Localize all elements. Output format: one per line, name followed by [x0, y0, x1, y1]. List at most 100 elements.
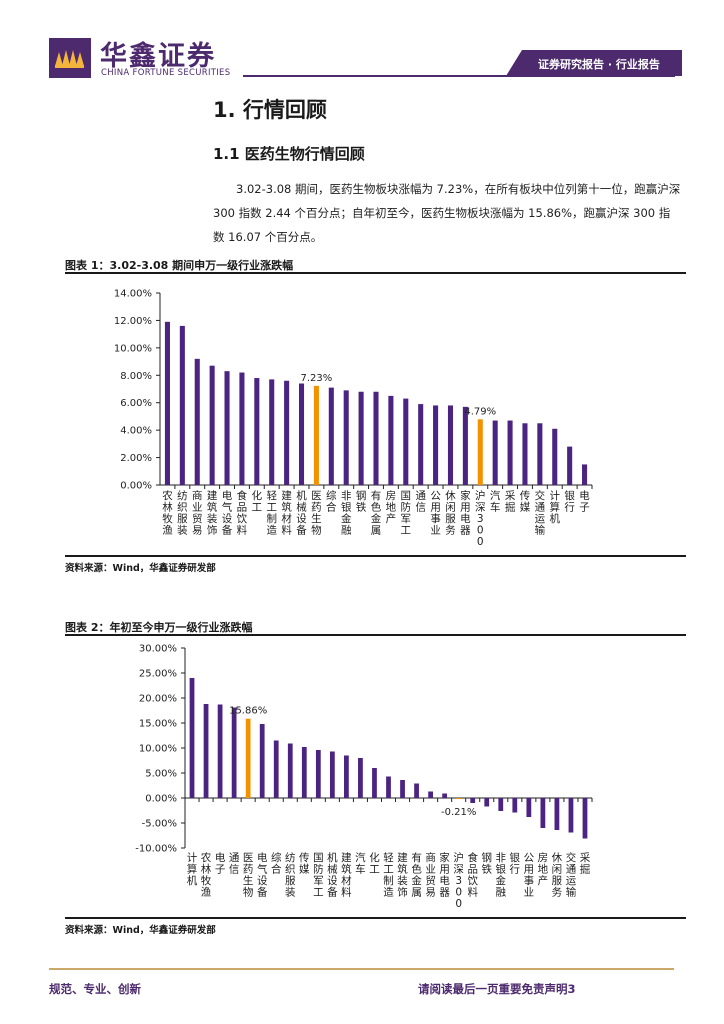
y-tick-label: 15.00% [139, 719, 177, 730]
x-tick-label: 沪深 3 0 0 [453, 851, 464, 910]
bar [507, 420, 513, 485]
x-tick-label: 综合 [271, 851, 282, 876]
bar [239, 372, 245, 485]
x-tick-label: 家用电器 [439, 851, 450, 899]
x-tick-label: 房地产 [538, 851, 549, 887]
x-tick-label: 银行 [510, 851, 521, 876]
y-tick-label: 30.00% [139, 644, 177, 655]
figure2-source: 资料来源：Wind，华鑫证券研发部 [65, 925, 216, 936]
data-label: -0.21% [441, 807, 476, 818]
figure2-top-rule [65, 634, 686, 636]
y-tick-label: 10.00% [114, 343, 152, 354]
y-tick-label: 14.00% [114, 289, 152, 300]
bar [540, 798, 546, 828]
bar [194, 358, 200, 485]
bar [224, 371, 230, 485]
subsection-title: 1.1 医药生物行情回顾 [213, 145, 365, 163]
bar [259, 724, 265, 798]
x-tick-label: 国防军工 [401, 490, 412, 537]
bar [315, 750, 321, 798]
x-tick-label: 建筑装饰 [397, 851, 408, 899]
bar [554, 798, 560, 830]
bar [567, 446, 573, 485]
paragraph-text: 3.02-3.08 期间，医药生物板块涨幅为 7.23%，在所有板块中位列第十一… [213, 182, 681, 244]
footer-disclaimer: 请阅读最后一页重要免责声明3 [418, 982, 576, 996]
bar [164, 321, 170, 485]
x-tick-label: 通信 [415, 490, 426, 514]
bar [433, 405, 439, 485]
bar [386, 776, 391, 798]
report-type-label: 证券研究报告 · 行业报告 [538, 58, 660, 71]
x-tick-label: 国防军工 [313, 852, 324, 899]
x-tick-label: 非银金融 [341, 490, 352, 537]
bar [284, 380, 290, 485]
bar [456, 798, 462, 800]
header-divider [243, 75, 675, 77]
x-tick-label: 医药生物 [243, 852, 254, 899]
x-tick-label: 房地产 [386, 489, 397, 525]
x-tick-label: 汽车 [490, 489, 501, 514]
chart2: -10.00% -5.00% 0.00% 5.00% 10.00% 15.00% 20.00… [135, 644, 593, 910]
data-label: 15.86% [229, 706, 267, 717]
x-tick-label: 综合 [326, 489, 337, 514]
x-tick-label: 采掘 [580, 852, 591, 876]
y-tick-label: 6.00% [120, 398, 152, 409]
bar [329, 751, 335, 798]
bar [512, 798, 518, 813]
x-tick-label: 建筑装饰 [207, 489, 218, 537]
x-tick-label: 建筑材料 [341, 851, 352, 899]
x-tick-label: 公用事业 [430, 490, 441, 537]
bar [358, 758, 363, 798]
bar [484, 798, 490, 807]
bar [582, 464, 588, 485]
x-tick-label: 电子 [215, 851, 226, 876]
x-tick-label: 钢铁 [356, 489, 367, 514]
figure1-title: 图表 1：3.02-3.08 期间申万一级行业涨跌幅 [65, 259, 294, 272]
data-label: 4.79% [464, 406, 496, 417]
y-tick-label: 4.00% [120, 426, 152, 437]
bar [179, 325, 185, 485]
bar [343, 390, 349, 485]
bar [373, 391, 379, 485]
x-tick-label: 商业贸易 [192, 489, 203, 537]
figure1-top-rule [65, 272, 686, 274]
x-tick-label: 商业贸易 [425, 851, 436, 899]
x-tick-label: 机械设备 [296, 489, 307, 537]
x-tick-label: 电气设备 [222, 489, 233, 537]
x-tick-label: 沪深 3 0 0 [475, 489, 486, 548]
x-tick-label: 纺织服装 [177, 489, 188, 537]
y-tick-label: 12.00% [114, 316, 152, 327]
x-tick-label: 化工 [369, 851, 380, 876]
bar [245, 718, 251, 798]
bar [203, 704, 209, 798]
y-tick-label: 8.00% [120, 371, 152, 382]
x-tick-label: 汽车 [355, 851, 366, 876]
x-tick-label: 传媒 [299, 852, 310, 876]
bar [470, 798, 476, 803]
x-tick-label: 食品饮料 [237, 489, 248, 537]
x-tick-label: 农林牧渔 [201, 851, 212, 899]
bar [189, 678, 195, 798]
x-tick-label: 家用电器 [460, 489, 471, 537]
x-tick-label: 休闲服务 [445, 490, 456, 537]
bar [403, 398, 409, 485]
bar [313, 385, 319, 485]
figure2-title: 图表 2：年初至今申万一级行业涨跌幅 [65, 621, 253, 634]
data-label: 7.23% [301, 373, 333, 384]
logo-icon [49, 38, 91, 78]
bar [344, 755, 349, 798]
x-tick-label: 食品饮料 [467, 851, 478, 899]
bar [328, 387, 334, 485]
x-tick-label: 钢铁 [481, 851, 492, 876]
x-tick-label: 交通运输 [566, 851, 577, 899]
x-tick-label: 公用事业 [524, 852, 535, 899]
bar [254, 378, 260, 485]
bar [526, 798, 532, 817]
y-tick-label: 0.00% [120, 481, 152, 492]
y-tick-label: -10.00% [135, 844, 177, 855]
x-tick-label: 医药生物 [311, 490, 322, 537]
bar [477, 419, 483, 485]
x-tick-label: 建筑材料 [281, 489, 292, 537]
figure1-bottom-rule [65, 555, 686, 557]
bar [414, 783, 419, 798]
